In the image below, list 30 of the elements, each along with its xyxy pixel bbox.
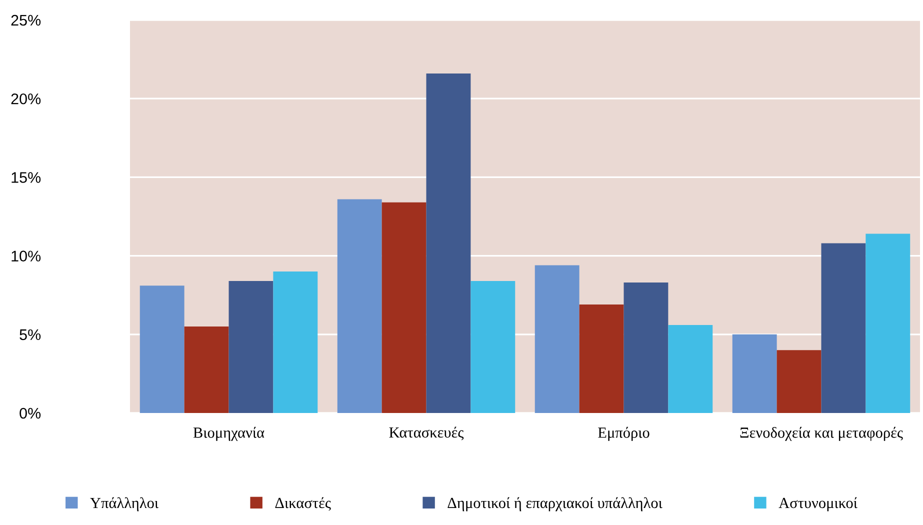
bar [470,280,516,413]
bar [184,326,229,413]
y-tick-label: 20% [11,93,41,104]
bar [776,350,822,413]
bar [732,334,777,413]
legend-label: Αστυνομικοί [778,497,858,512]
bar [624,282,668,413]
bar [382,202,426,413]
bar [668,324,713,413]
y-tick-label: 10% [12,250,41,262]
bar [140,286,184,413]
y-tick-label: 5% [20,329,41,340]
bar [337,199,382,413]
x-tick-label: Βιομηχανία [193,426,264,441]
bar [534,265,580,413]
x-tick-label: Ξενοδοχεία και μεταφορές [740,426,903,441]
legend-label: Υπάλληλοι [90,497,158,512]
bar [579,304,624,413]
y-tick-label: 0% [20,408,41,419]
bar [866,234,910,413]
y-tick-label: 25% [11,14,41,26]
bar [426,73,471,413]
bar [228,280,274,413]
legend-label: Δικαστές [275,497,331,511]
legend-label: Δημοτικοί ή επαρχιακοί υπάλληλοι [448,497,662,512]
y-tick-label: 15% [12,172,41,183]
x-tick-label: Εμπόριο [598,426,650,441]
bar [273,272,318,413]
x-tick-label: Κατασκευές [389,426,464,440]
bar [821,243,866,413]
